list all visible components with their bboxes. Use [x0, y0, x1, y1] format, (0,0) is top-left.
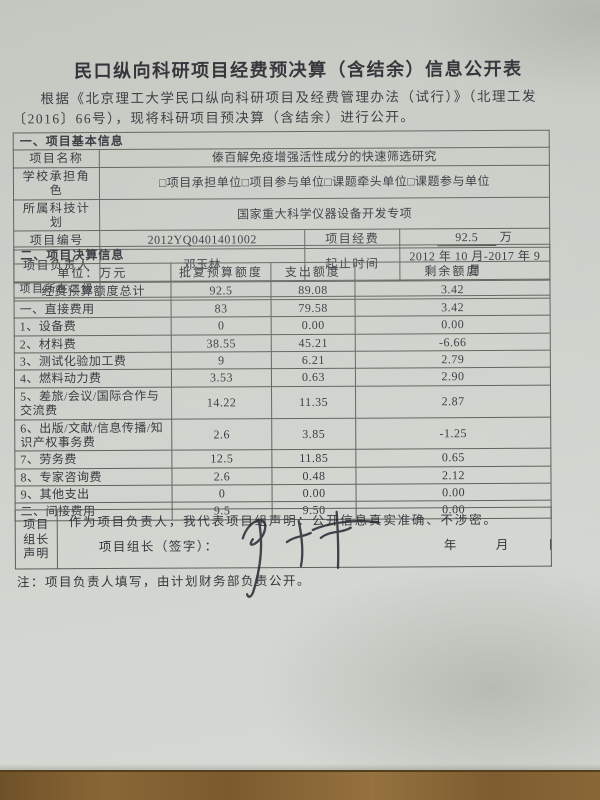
- spent-amount-cell: 0.00: [271, 316, 356, 335]
- remaining-amount-cell: -1.25: [355, 416, 551, 450]
- date-year-label: 年: [443, 538, 457, 553]
- expense-label-cell: 一、直接费用: [14, 299, 172, 319]
- school-role-checkboxes: □项目承担单位□项目参与单位□课题牵头单位□课题参与单位: [99, 164, 550, 200]
- remaining-amount-cell: 2.12: [355, 465, 552, 485]
- expense-label-cell: 3、测试化验加工费: [14, 352, 172, 371]
- expense-label-cell: 4、燃料动力费: [14, 369, 172, 388]
- remaining-amount-cell: 2.90: [355, 367, 551, 386]
- spent-amount-cell: 3.85: [271, 417, 356, 450]
- remaining-amount-cell: 0.65: [355, 448, 551, 467]
- budget-amount-cell: 12.5: [171, 449, 272, 468]
- paper-sheet: 民口纵向科研项目经费预决算（含结余）信息公开表 根据《北京理工大学民口纵向科研项…: [12, 58, 552, 598]
- remaining-amount-cell: 2.87: [355, 384, 551, 418]
- spent-amount-cell: 11.85: [271, 449, 356, 468]
- budget-amount-cell: 3.53: [171, 368, 272, 387]
- spent-amount-cell: 0.48: [271, 466, 357, 485]
- spent-amount-cell: 89.08: [270, 281, 356, 300]
- column-header-unit: 单位：万元: [13, 263, 171, 284]
- expense-label-cell: 8、专家咨询费: [14, 467, 173, 487]
- program-value: 国家重大科学仪器设备开发专项: [99, 196, 550, 231]
- column-header-budget: 批复预算额度: [170, 263, 271, 283]
- remaining-amount-cell: 3.42: [355, 297, 551, 317]
- side-label-line: 组长: [23, 532, 50, 547]
- spent-amount-cell: 11.35: [271, 385, 356, 419]
- table-row: 学校承担角色 □项目承担单位□项目参与单位□课题牵头单位□课题参与单位: [13, 164, 550, 200]
- remaining-amount-cell: -6.66: [355, 332, 551, 352]
- program-label: 所属科技计划: [13, 199, 100, 232]
- expense-label-cell: 9、其他支出: [15, 485, 173, 504]
- budget-amount-cell: 83: [171, 299, 272, 318]
- declaration-statement: 作为项目负责人，我代表项目组声明：公开信息真实准确、不涉密。: [68, 512, 498, 530]
- spent-amount-cell: 6.21: [271, 351, 356, 369]
- footnote: 注：项目负责人填写，由计划财务部负责公开。: [16, 573, 312, 590]
- remaining-amount-cell: 3.42: [354, 280, 551, 299]
- budget-amount-cell: 2.6: [171, 418, 272, 451]
- expense-label-cell: 6、出版/文献/信息传播/知识产权事务费: [14, 418, 172, 452]
- remaining-amount-cell: 0.00: [356, 483, 552, 502]
- date-month-label: 月: [495, 537, 509, 552]
- intro-paragraph: 根据《北京理工大学民口纵向科研项目及经费管理办法（试行）》（北理工发〔2016〕…: [12, 88, 538, 127]
- expense-label-cell: 7、劳务费: [14, 450, 172, 469]
- project-name-label: 项目名称: [13, 149, 100, 168]
- sign-here-label: 项目组长（签字）：: [98, 539, 219, 555]
- budget-amount-cell: 0: [171, 316, 272, 335]
- wooden-desk-surface: [0, 770, 600, 800]
- column-header-spent: 支出额度: [270, 262, 355, 283]
- budget-amount-cell: 38.55: [171, 334, 272, 353]
- signature-line: 项目组长（签字）： 年 月 日: [61, 528, 552, 561]
- remaining-amount-cell: 0.00: [355, 315, 551, 334]
- budget-amount-cell: 2.6: [171, 467, 273, 486]
- budget-amount-cell: 0: [172, 484, 273, 503]
- budget-amount-cell: 9: [171, 351, 272, 370]
- declaration-side-label: 项目 组长 声明: [15, 509, 58, 569]
- side-label-line: 项目: [23, 517, 50, 532]
- spent-amount-cell: 0.63: [271, 368, 356, 387]
- spent-amount-cell: 0.00: [272, 484, 357, 503]
- declaration-content: 作为项目负责人，我代表项目组声明：公开信息真实准确、不涉密。 项目组长（签字）：…: [57, 507, 552, 569]
- expense-row: 6、出版/文献/信息传播/知识产权事务费 2.6 3.85 -1.25: [14, 416, 551, 452]
- school-role-label: 学校承担角色: [13, 167, 100, 200]
- spent-amount-cell: 79.58: [271, 298, 356, 317]
- expense-label-cell: 5、差旅/会议/国际合作与交流费: [14, 386, 172, 420]
- expense-label-cell: 经费预算额度总计: [13, 282, 172, 301]
- date-day-label: 日: [547, 537, 552, 552]
- budget-amount-cell: 14.22: [171, 386, 272, 419]
- remaining-amount-cell: 2.79: [355, 350, 551, 369]
- expense-row: 5、差旅/会议/国际合作与交流费 14.22 11.35 2.87: [14, 384, 551, 420]
- column-header-remaining: 剩余额度: [354, 261, 550, 282]
- page-title: 民口纵向科研项目经费预决算（含结余）信息公开表: [74, 58, 523, 82]
- funding-unit: 万: [499, 230, 513, 245]
- budget-amount-cell: 92.5: [170, 282, 272, 300]
- expense-label-cell: 2、材料费: [14, 334, 172, 353]
- table-row: 所属科技计划 国家重大科学仪器设备开发专项: [13, 196, 550, 232]
- settlement-table: 二、项目决算信息 单位：万元 批复预算额度 支出额度 剩余额度 经费预算额度总计…: [13, 244, 552, 522]
- declaration-row: 项目 组长 声明 作为项目负责人，我代表项目组声明：公开信息真实准确、不涉密。 …: [15, 507, 552, 569]
- spent-amount-cell: 45.21: [271, 333, 356, 352]
- expense-label-cell: 1、设备费: [14, 317, 172, 336]
- declaration-table: 项目 组长 声明 作为项目负责人，我代表项目组声明：公开信息真实准确、不涉密。 …: [15, 507, 552, 570]
- side-label-line: 声明: [23, 546, 50, 561]
